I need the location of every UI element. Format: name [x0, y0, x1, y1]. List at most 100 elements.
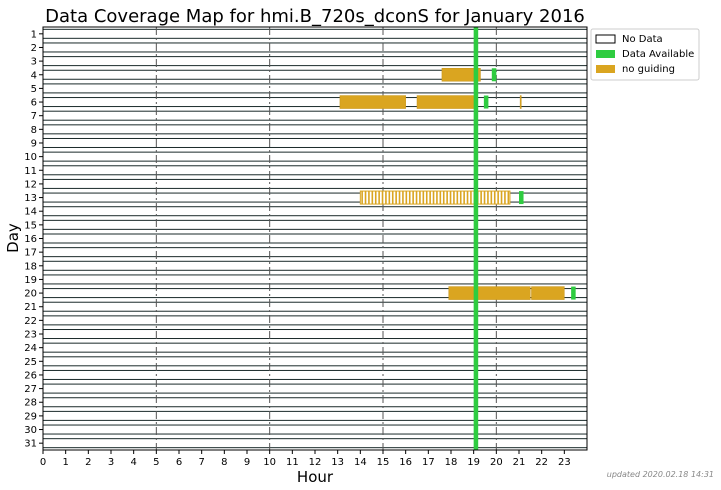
no-guiding-stripe	[487, 191, 489, 205]
no-guiding-stripe	[483, 191, 486, 205]
x-tick-label: 18	[445, 457, 458, 468]
data-available-bar-day-13	[519, 191, 524, 205]
y-tick-label: 17	[24, 248, 37, 259]
legend-label-no-data: No Data	[622, 34, 663, 45]
day-row-25	[42, 356, 588, 367]
no-guiding-stripe	[497, 191, 499, 205]
no-guiding-stripe	[436, 191, 438, 205]
day-row-1	[42, 28, 588, 39]
no-guiding-stripe	[449, 191, 452, 205]
day-row-23	[42, 329, 588, 340]
x-tick-label: 13	[331, 457, 344, 468]
x-tick-label: 8	[221, 457, 227, 468]
day-row-22	[42, 315, 588, 326]
y-tick-label: 14	[24, 207, 37, 218]
no-guiding-stripe	[391, 191, 394, 205]
no-guiding-stripe	[470, 191, 472, 205]
y-tick-label: 2	[31, 43, 37, 54]
no-guiding-bar-day-20-5	[531, 286, 565, 300]
y-tick-label: 4	[31, 70, 37, 81]
y-tick-label: 11	[24, 166, 37, 177]
y-tick-label: 28	[24, 398, 37, 409]
no-guiding-stripe	[419, 191, 421, 205]
no-guiding-bar-day-6-2	[416, 95, 477, 109]
y-tick-label: 25	[24, 357, 37, 368]
y-tick-label: 27	[24, 384, 37, 395]
no-guiding-stripe	[463, 191, 465, 205]
updated-timestamp: updated 2020.02.18 14:31	[607, 470, 714, 479]
y-tick-label: 23	[24, 330, 37, 341]
no-guiding-stripe	[456, 191, 459, 205]
x-tick-label: 12	[309, 457, 322, 468]
x-tick-label: 14	[354, 457, 367, 468]
day-row-2	[42, 42, 588, 53]
day-row-29	[42, 410, 588, 421]
day-row-26	[42, 369, 588, 380]
y-tick-label: 31	[24, 439, 37, 450]
x-tick-label: 17	[422, 457, 435, 468]
no-guiding-stripe	[381, 191, 384, 205]
day-row-18	[42, 260, 588, 271]
day-row-9	[42, 137, 588, 148]
day-row-19	[42, 274, 588, 285]
legend-box	[590, 28, 700, 81]
no-guiding-stripe	[504, 191, 506, 205]
day-row-28	[42, 397, 588, 408]
day-row-3	[42, 56, 588, 67]
no-guiding-stripe	[405, 191, 408, 205]
day-row-21	[42, 301, 588, 312]
data-available-bar-day-4	[491, 68, 497, 82]
day-row-31	[42, 438, 588, 449]
x-tick-label: 9	[244, 457, 250, 468]
no-guiding-stripe	[368, 191, 370, 205]
y-tick-label: 20	[24, 289, 37, 300]
legend: No Data Data Available no guiding	[590, 28, 700, 81]
legend-swatch-no-data	[595, 34, 616, 44]
y-tick-label: 10	[24, 152, 37, 163]
no-guiding-stripe	[507, 191, 510, 205]
x-tick-label: 6	[176, 457, 182, 468]
x-tick-label: 15	[377, 457, 390, 468]
x-tick-label: 11	[286, 457, 299, 468]
y-tick-label: 29	[24, 411, 37, 422]
y-tick-label: 15	[24, 220, 37, 231]
y-tick-label: 13	[24, 193, 37, 204]
no-guiding-stripe	[388, 191, 391, 205]
no-guiding-stripe	[429, 191, 431, 205]
day-row-6	[42, 97, 588, 108]
day-row-24	[42, 342, 588, 353]
no-guiding-stripe	[439, 191, 442, 205]
y-axis-label: Day	[4, 223, 22, 253]
x-axis-ticks: 0 1 2 3 4 5 6 7 8 9 10 11 12 13 14 15 16 17 18 19 20 21 22 23	[40, 450, 571, 468]
x-tick-label: 0	[40, 457, 46, 468]
no-guiding-stripe	[493, 191, 496, 205]
x-tick-label: 7	[198, 457, 204, 468]
day-row-30	[42, 424, 588, 435]
no-guiding-stripe	[385, 191, 387, 205]
y-tick-label: 19	[24, 275, 37, 286]
x-tick-label: 22	[535, 457, 548, 468]
no-guiding-stripe	[408, 191, 411, 205]
y-tick-label: 22	[24, 316, 37, 327]
y-tick-label: 26	[24, 370, 37, 381]
no-guiding-bar-day-6-3	[519, 95, 522, 109]
y-axis-ticks: 1234567891011121314151617181920212223242…	[24, 29, 43, 450]
legend-swatch-no-guiding	[596, 65, 615, 73]
y-tick-label: 30	[24, 425, 37, 436]
y-tick-label: 9	[31, 138, 37, 149]
no-guiding-bar-day-20-4	[448, 286, 531, 300]
day-row-8	[42, 124, 588, 135]
coverage-bars	[339, 27, 576, 450]
legend-label-data-available: Data Available	[622, 49, 694, 60]
data-available-bar-day-6	[483, 95, 489, 109]
data-available-column	[473, 27, 479, 450]
no-guiding-stripe	[466, 191, 469, 205]
no-guiding-stripe	[490, 191, 493, 205]
x-tick-label: 23	[558, 457, 571, 468]
x-tick-label: 3	[108, 457, 114, 468]
no-guiding-stripe	[371, 191, 374, 205]
no-guiding-stripe	[412, 191, 414, 205]
x-tick-label: 19	[467, 457, 480, 468]
no-guiding-stripe	[395, 191, 397, 205]
